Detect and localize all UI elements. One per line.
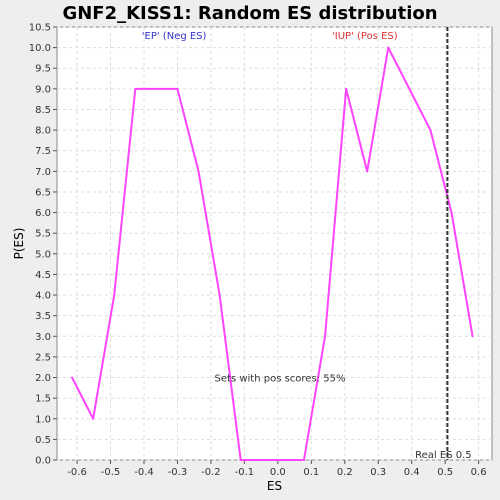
y-tick-label: 9.5	[35, 64, 51, 75]
chart-title: GNF2_KISS1: Random ES distribution	[62, 3, 437, 24]
x-tick-label: 0.0	[270, 467, 286, 478]
x-tick-label: -0.3	[168, 467, 188, 478]
data-point	[155, 87, 158, 90]
data-point	[113, 294, 116, 297]
y-tick-label: 3.0	[35, 332, 51, 343]
x-tick-label: -0.5	[101, 467, 121, 478]
data-point	[197, 170, 200, 173]
y-tick-label: 9.0	[35, 84, 51, 95]
data-point	[471, 335, 474, 338]
x-tick-label: 0.5	[437, 467, 453, 478]
data-point	[345, 87, 348, 90]
y-tick-label: 4.5	[35, 270, 51, 281]
y-tick-label: 8.0	[35, 126, 51, 137]
y-tick-label: 5.5	[35, 229, 51, 240]
real-es-label: Real ES 0.5	[415, 450, 471, 461]
data-point	[429, 129, 432, 132]
y-tick-label: 5.0	[35, 249, 51, 260]
data-point	[387, 46, 390, 49]
data-point	[218, 294, 221, 297]
x-tick-label: -0.4	[134, 467, 154, 478]
plot-area	[56, 26, 493, 461]
x-tick-label: 0.1	[303, 467, 319, 478]
distribution-line	[71, 46, 474, 461]
x-tick-label: -0.2	[201, 467, 221, 478]
y-tick-label: 1.0	[35, 414, 51, 425]
data-point	[281, 459, 284, 461]
x-axis-label: ES	[267, 479, 282, 493]
y-tick-label: 4.0	[35, 291, 51, 302]
x-tick-label: -0.6	[67, 467, 87, 478]
y-tick-label: 6.0	[35, 208, 51, 219]
y-tick-label: 1.5	[35, 394, 51, 405]
y-tick-label: 10.5	[29, 23, 51, 34]
x-tick-label: 0.3	[370, 467, 386, 478]
y-tick-label: 3.5	[35, 311, 51, 322]
data-point	[324, 335, 327, 338]
neg-es-label: 'EP' (Neg ES)	[142, 31, 207, 42]
y-tick-label: 2.0	[35, 373, 51, 384]
y-axis-label: P(ES)	[12, 228, 26, 260]
y-tick-label: 10.0	[29, 43, 51, 54]
x-tick-label: 0.2	[337, 467, 353, 478]
data-point	[450, 211, 453, 214]
data-point	[239, 459, 242, 461]
x-tick-label: 0.6	[471, 467, 487, 478]
y-tick-label: 6.5	[35, 187, 51, 198]
x-tick-label: -0.1	[235, 467, 255, 478]
data-point	[302, 459, 305, 461]
data-point	[71, 376, 74, 379]
y-tick-label: 8.5	[35, 105, 51, 116]
y-tick-label: 0.5	[35, 435, 51, 446]
series	[71, 46, 474, 461]
data-point	[176, 87, 179, 90]
data-point	[260, 459, 263, 461]
x-tick-label: 0.4	[404, 467, 420, 478]
y-tick-label: 7.0	[35, 167, 51, 178]
pos-es-label: 'IUP' (Pos ES)	[332, 31, 398, 42]
axes: -0.6 -0.5 -0.4 -0.3 -0.2 -0.1 0.0 0.1 0.2 0.3 0.4 0…	[29, 23, 487, 479]
pos-scores-annotation: Sets with pos scores: 55%	[215, 374, 346, 385]
y-tick-label: 0.0	[35, 456, 51, 467]
data-point	[408, 87, 411, 90]
data-point	[134, 87, 137, 90]
y-tick-label: 7.5	[35, 146, 51, 157]
y-tick-label: 2.5	[35, 352, 51, 363]
data-point	[92, 417, 95, 420]
data-point	[366, 170, 369, 173]
